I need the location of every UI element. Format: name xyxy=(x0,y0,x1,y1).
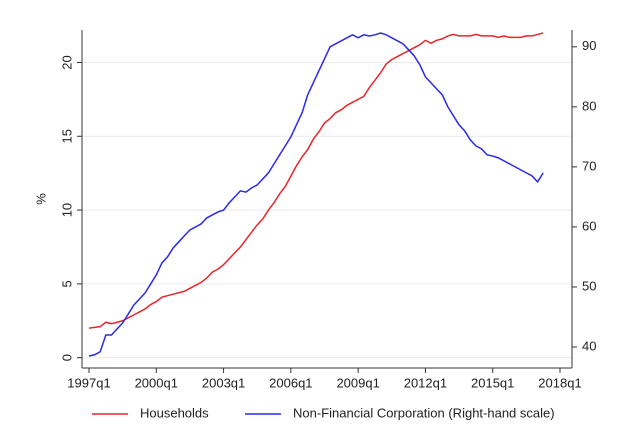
y2-tick-label: 80 xyxy=(582,98,596,113)
legend-label: Non-Financial Corporation (Right-hand sc… xyxy=(293,405,555,420)
x-tick-label: 2006q1 xyxy=(269,375,312,390)
x-tick-label: 2000q1 xyxy=(135,375,178,390)
y-axis-label: % xyxy=(33,193,48,205)
series-line xyxy=(88,32,544,329)
x-tick-label: 2018q1 xyxy=(538,375,581,390)
y-tick-label: 5 xyxy=(59,280,74,287)
x-tick-label: 2009q1 xyxy=(336,375,379,390)
y-tick-label: 0 xyxy=(59,354,74,361)
y2-tick-label: 50 xyxy=(582,278,596,293)
y-tick-label: 10 xyxy=(59,203,74,217)
y-tick-label: 15 xyxy=(59,129,74,143)
y2-tick-label: 60 xyxy=(582,218,596,233)
legend-label: Households xyxy=(140,405,209,420)
x-tick-label: 1997q1 xyxy=(67,375,110,390)
x-tick-label: 2015q1 xyxy=(471,375,514,390)
x-tick-label: 2003q1 xyxy=(202,375,245,390)
series-line xyxy=(88,32,544,357)
y-tick-label: 20 xyxy=(59,55,74,69)
y2-tick-label: 90 xyxy=(582,38,596,53)
y2-tick-label: 40 xyxy=(582,338,596,353)
x-tick-label: 2012q1 xyxy=(404,375,447,390)
y2-tick-label: 70 xyxy=(582,158,596,173)
